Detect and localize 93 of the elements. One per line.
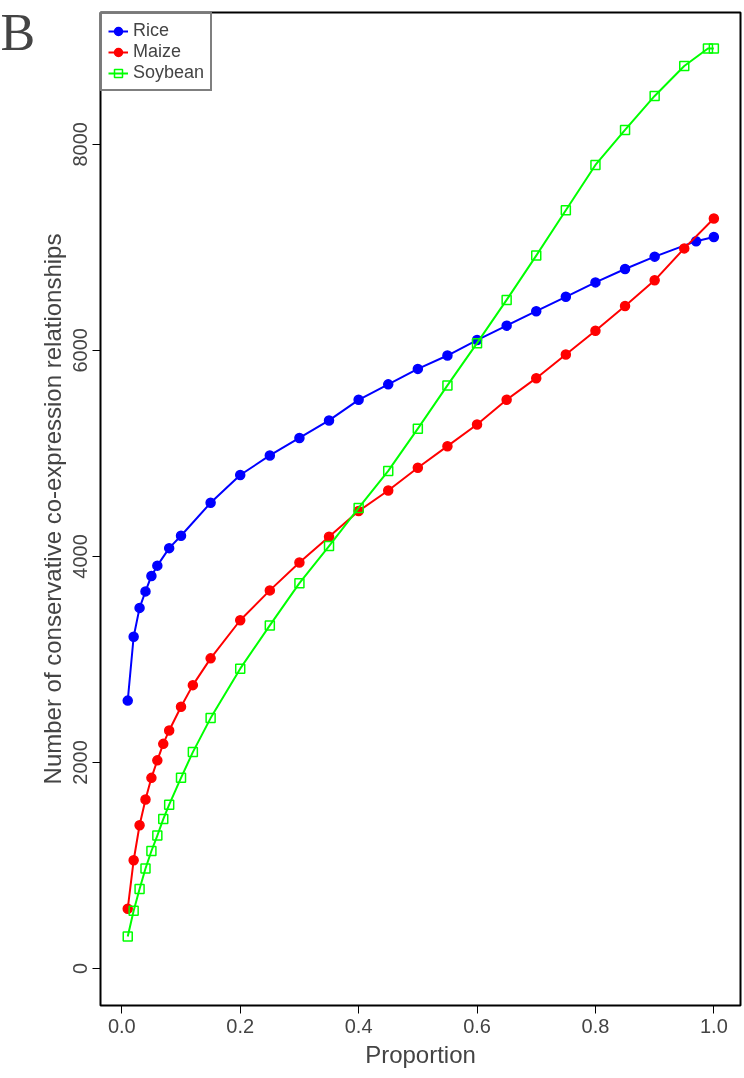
- point: [412, 363, 424, 375]
- point: [530, 305, 542, 317]
- point: [264, 620, 276, 631]
- point: [382, 485, 394, 496]
- point: [146, 845, 157, 857]
- point: [649, 251, 660, 262]
- point: [501, 394, 512, 406]
- point: [619, 263, 631, 275]
- point: [702, 43, 714, 54]
- point: [187, 679, 199, 691]
- point: [134, 883, 145, 895]
- point: [412, 423, 424, 434]
- point: [264, 450, 276, 461]
- point: [649, 275, 660, 286]
- point: [471, 419, 483, 430]
- point: [560, 349, 572, 360]
- legend-label: Maize: [133, 41, 182, 62]
- point: [140, 794, 151, 805]
- point: [205, 497, 216, 509]
- point: [501, 320, 512, 331]
- legend-label: Rice: [133, 20, 170, 41]
- point: [382, 465, 394, 477]
- x-tick-label: 0.2: [226, 1014, 255, 1037]
- point: [619, 124, 631, 136]
- point: [323, 415, 335, 426]
- point: [122, 931, 133, 942]
- point: [679, 60, 690, 72]
- x-tick-label: 0.6: [463, 1014, 491, 1037]
- point: [158, 738, 169, 750]
- y-tick-label: 8000: [69, 122, 92, 167]
- point: [382, 379, 394, 390]
- point: [163, 725, 175, 736]
- point: [442, 440, 453, 452]
- point: [353, 394, 364, 406]
- point: [128, 855, 139, 866]
- point: [264, 585, 276, 596]
- point: [294, 577, 305, 589]
- point: [590, 159, 601, 171]
- point: [152, 560, 163, 571]
- point: [234, 615, 246, 626]
- x-tick-label: 1.0: [699, 1014, 728, 1037]
- x-tick-label: 0.4: [344, 1014, 373, 1037]
- text: B: [0, 3, 36, 61]
- point: [152, 830, 163, 841]
- point: [146, 772, 157, 784]
- point: [501, 294, 512, 306]
- point: [530, 372, 542, 384]
- point: [134, 602, 145, 614]
- point: [708, 43, 720, 54]
- point: [560, 205, 572, 216]
- point: [134, 819, 145, 831]
- point: [708, 231, 720, 243]
- point: [175, 701, 187, 713]
- point: [234, 469, 246, 481]
- point: [590, 325, 601, 337]
- x-axis-title: Proportion: [365, 1040, 476, 1068]
- point: [560, 291, 572, 303]
- point: [530, 250, 542, 261]
- legend-label: Soybean: [133, 62, 205, 83]
- y-tick-label: 4000: [69, 534, 92, 579]
- point: [205, 653, 216, 664]
- x-tick-label: 0.8: [581, 1014, 610, 1037]
- point: [158, 813, 169, 825]
- point: [590, 277, 601, 288]
- point: [708, 213, 720, 224]
- y-axis-title: Number of conservative co-expression relationships: [38, 233, 66, 785]
- point: [234, 663, 246, 674]
- y-tick-label: 0: [69, 962, 92, 974]
- point: [323, 540, 335, 552]
- y-tick-label: 2000: [69, 740, 92, 785]
- point: [294, 557, 305, 568]
- point: [442, 350, 453, 361]
- point: [679, 243, 690, 254]
- point: [442, 380, 453, 391]
- point: [187, 746, 199, 758]
- x-tick-label: 0.0: [107, 1014, 136, 1037]
- y-tick-label: 6000: [69, 328, 92, 373]
- point: [140, 586, 151, 597]
- point: [128, 631, 139, 642]
- point: [619, 300, 631, 312]
- point: [152, 755, 163, 766]
- point: [412, 462, 424, 474]
- point: [294, 432, 305, 444]
- point: [128, 905, 139, 916]
- point: [649, 90, 660, 102]
- point: [140, 863, 151, 874]
- point: [175, 772, 187, 784]
- point: [205, 712, 216, 724]
- point: [163, 799, 175, 810]
- point: [146, 570, 157, 582]
- point: [175, 530, 187, 542]
- point: [122, 695, 133, 706]
- point: [163, 542, 175, 554]
